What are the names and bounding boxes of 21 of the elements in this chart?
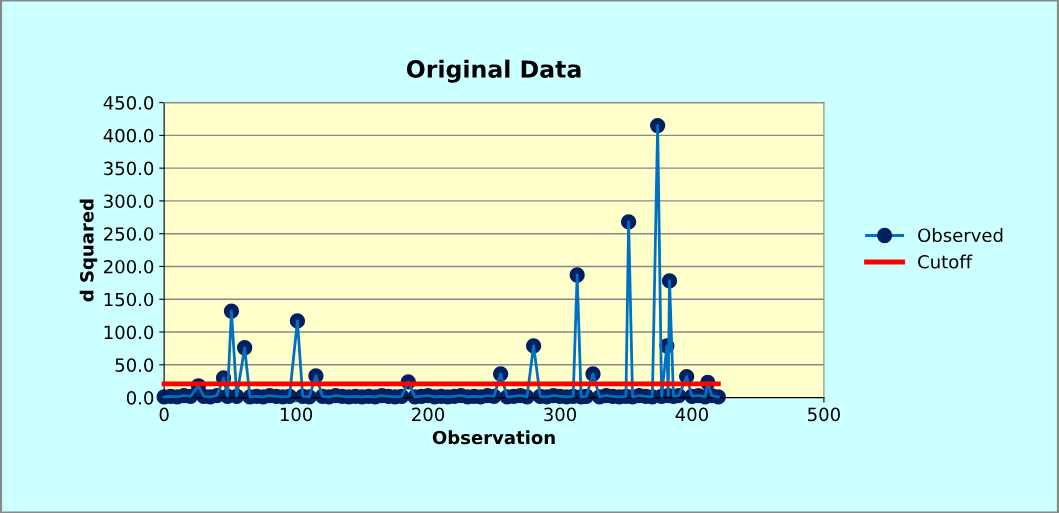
x-tick-label: 500	[808, 407, 840, 422]
x-tick-label: 300	[544, 407, 577, 422]
legend-label: Cutoff	[918, 254, 973, 269]
y-tick-label: 450.0	[103, 96, 154, 110]
y-axis-title: d Squared	[79, 199, 98, 302]
y-tick-label: 200.0	[104, 259, 154, 274]
y-tick-label: 250.0	[104, 227, 154, 241]
y-tick-label: 100.0	[104, 325, 154, 340]
x-tick-label: 400	[675, 407, 708, 422]
y-tick-label: 350.0	[104, 161, 154, 176]
y-tick-label: 50.0	[115, 358, 154, 372]
x-axis-title: Observation	[432, 430, 555, 445]
legend-label: Observed	[918, 228, 1003, 243]
x-tick-label: 200	[412, 407, 445, 422]
y-tick-label: 150.0	[104, 292, 154, 307]
chart-title: Original Data	[406, 59, 581, 83]
x-tick-label: 100	[280, 407, 313, 422]
x-tick-label: 0	[159, 407, 169, 422]
y-tick-label: 0.0	[126, 391, 154, 405]
y-tick-label: 400.0	[103, 128, 154, 143]
y-tick-label: 300.0	[104, 194, 154, 209]
